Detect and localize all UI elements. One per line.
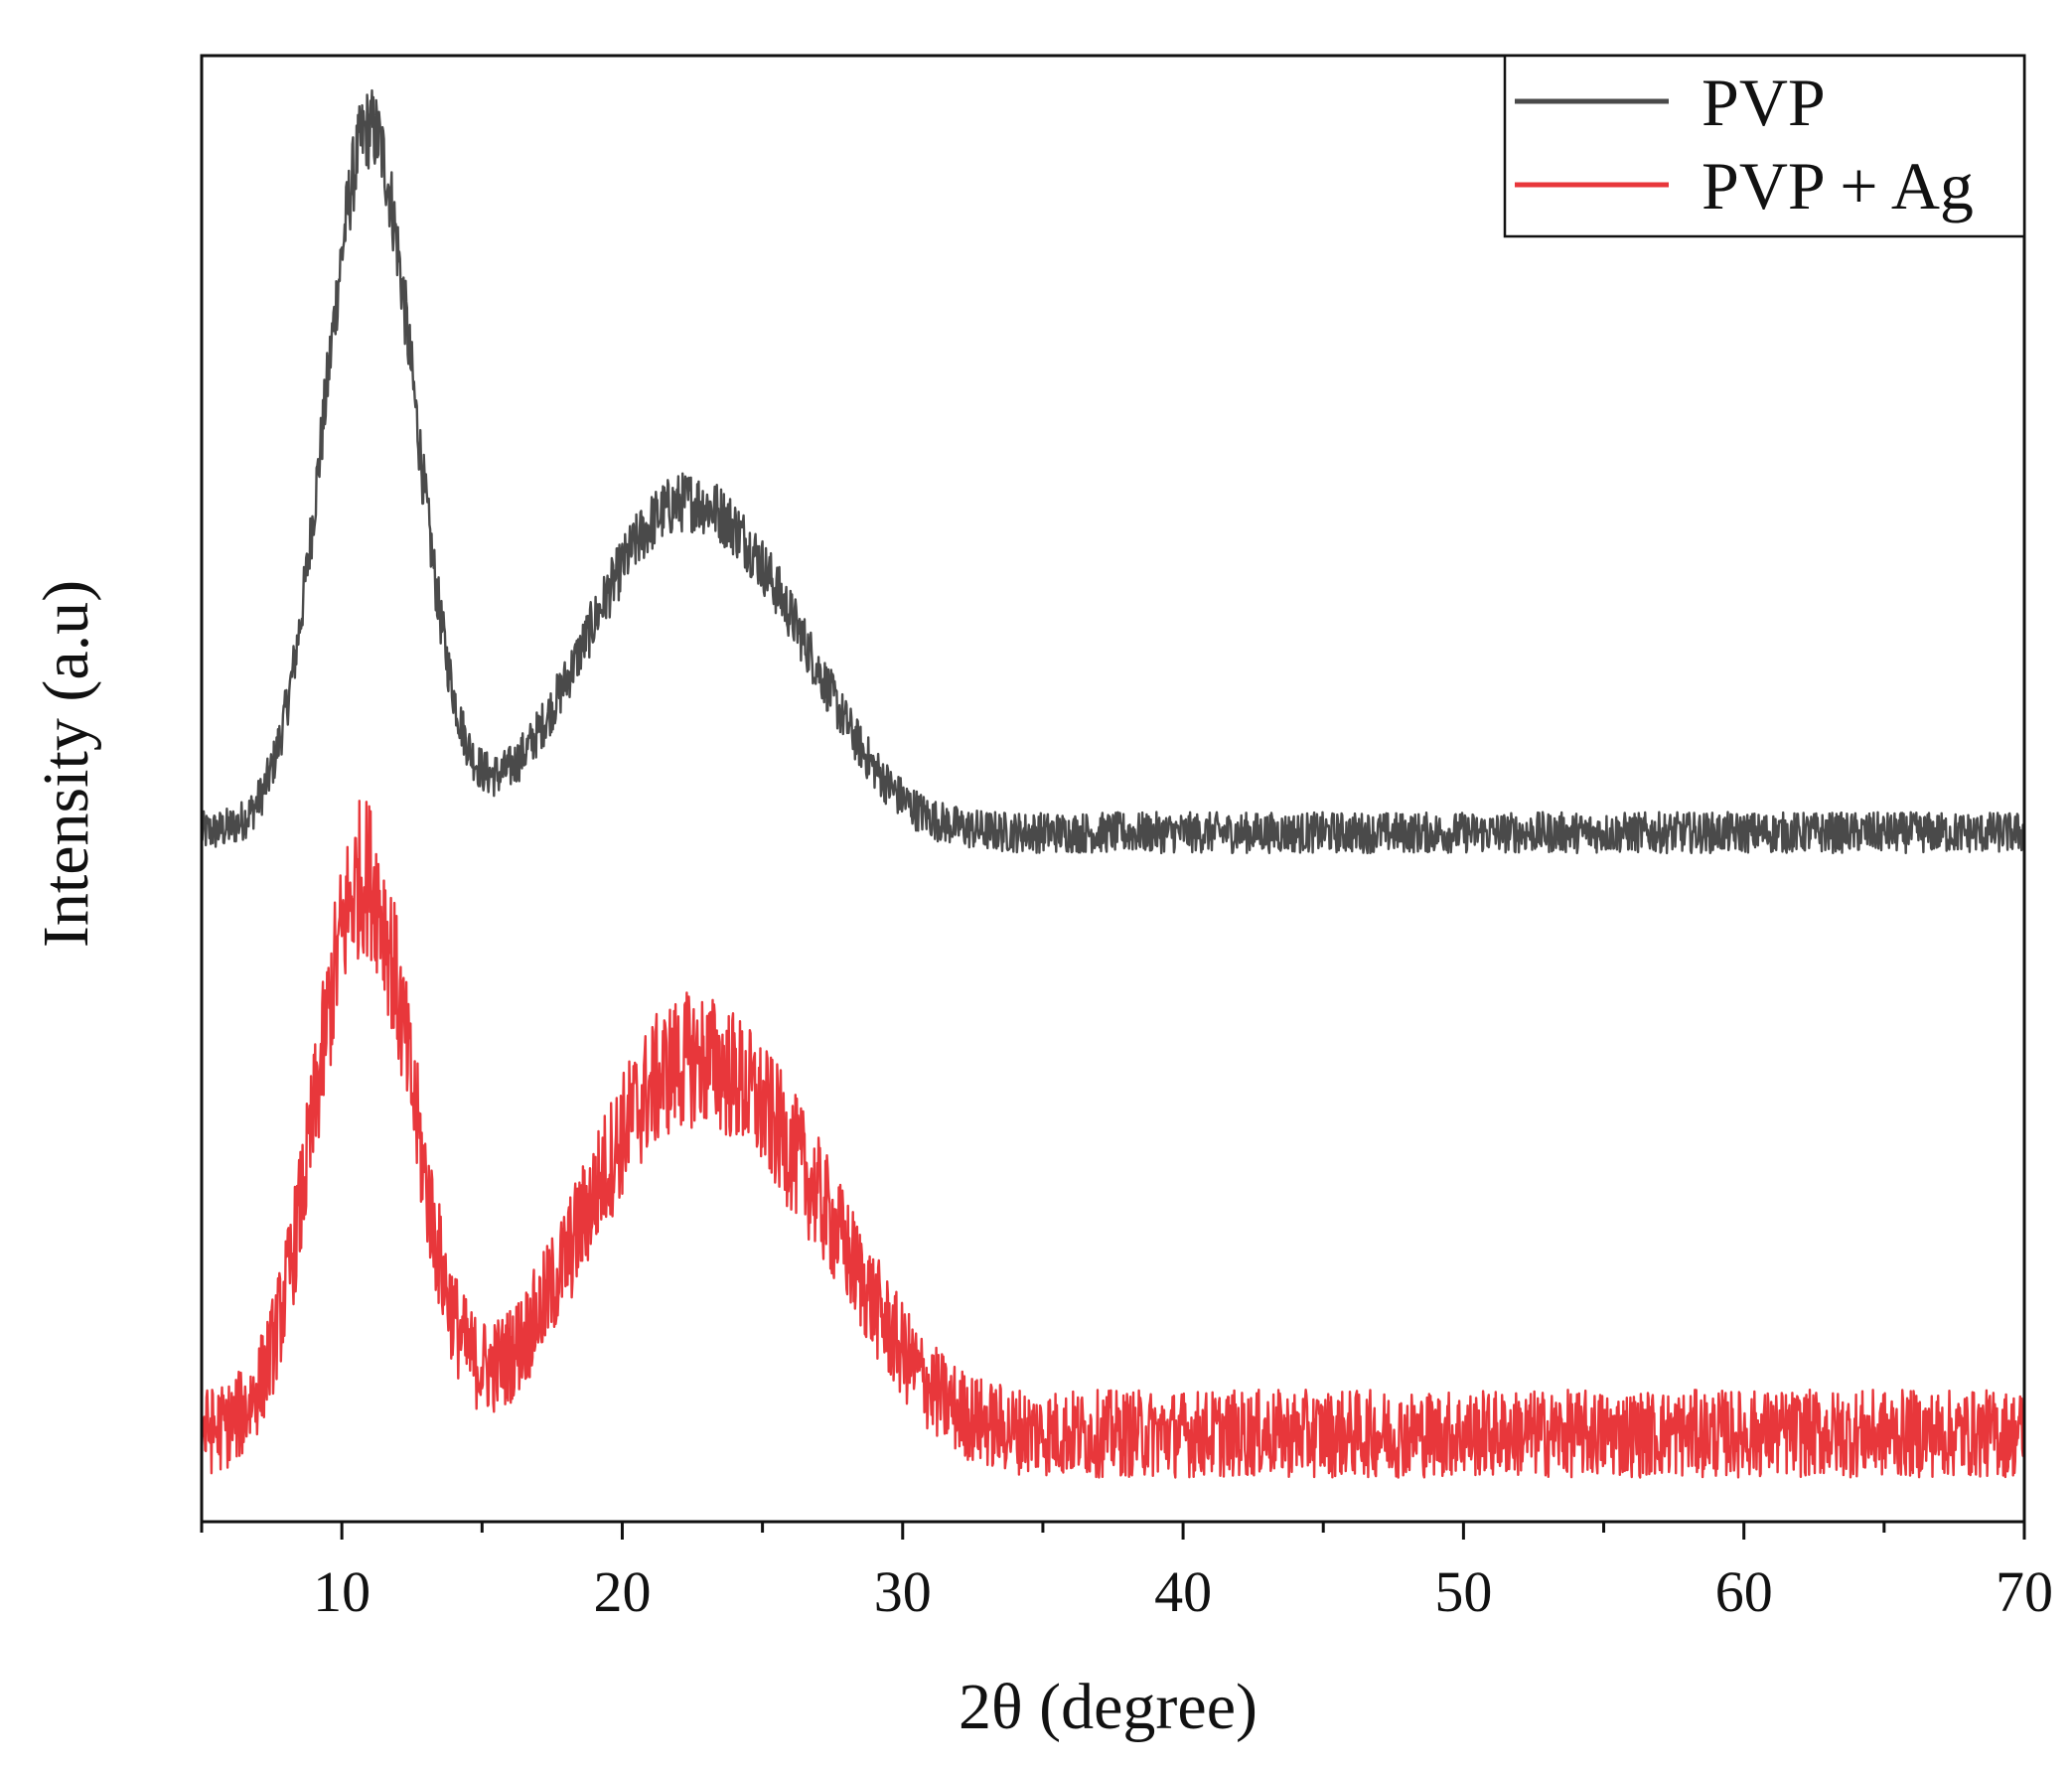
x-tick-label: 30 bbox=[874, 1559, 932, 1624]
y-axis-title: Intensity (a.u) bbox=[30, 580, 102, 948]
legend-label-pvp: PVP bbox=[1702, 65, 1826, 140]
x-tick-label: 10 bbox=[313, 1559, 370, 1624]
series-layer bbox=[200, 88, 2026, 1479]
x-tick-label: 70 bbox=[1996, 1559, 2053, 1624]
legend-label-pvp-ag: PVP + Ag bbox=[1702, 148, 1974, 223]
x-axis: 10 20 30 40 50 60 70 bbox=[200, 1522, 2053, 1624]
legend: PVP PVP + Ag bbox=[1503, 54, 2026, 238]
series-line-pvp bbox=[200, 88, 2026, 855]
series-line-pvp-ag bbox=[200, 800, 2026, 1479]
x-tick-label: 20 bbox=[593, 1559, 651, 1624]
x-tick-label: 50 bbox=[1434, 1559, 1492, 1624]
x-tick-label: 60 bbox=[1715, 1559, 1773, 1624]
plot-frame bbox=[200, 54, 2026, 1524]
legend-box bbox=[1503, 54, 2026, 238]
x-axis-title: 2θ (degree) bbox=[959, 1671, 1258, 1743]
x-tick-label: 40 bbox=[1154, 1559, 1212, 1624]
